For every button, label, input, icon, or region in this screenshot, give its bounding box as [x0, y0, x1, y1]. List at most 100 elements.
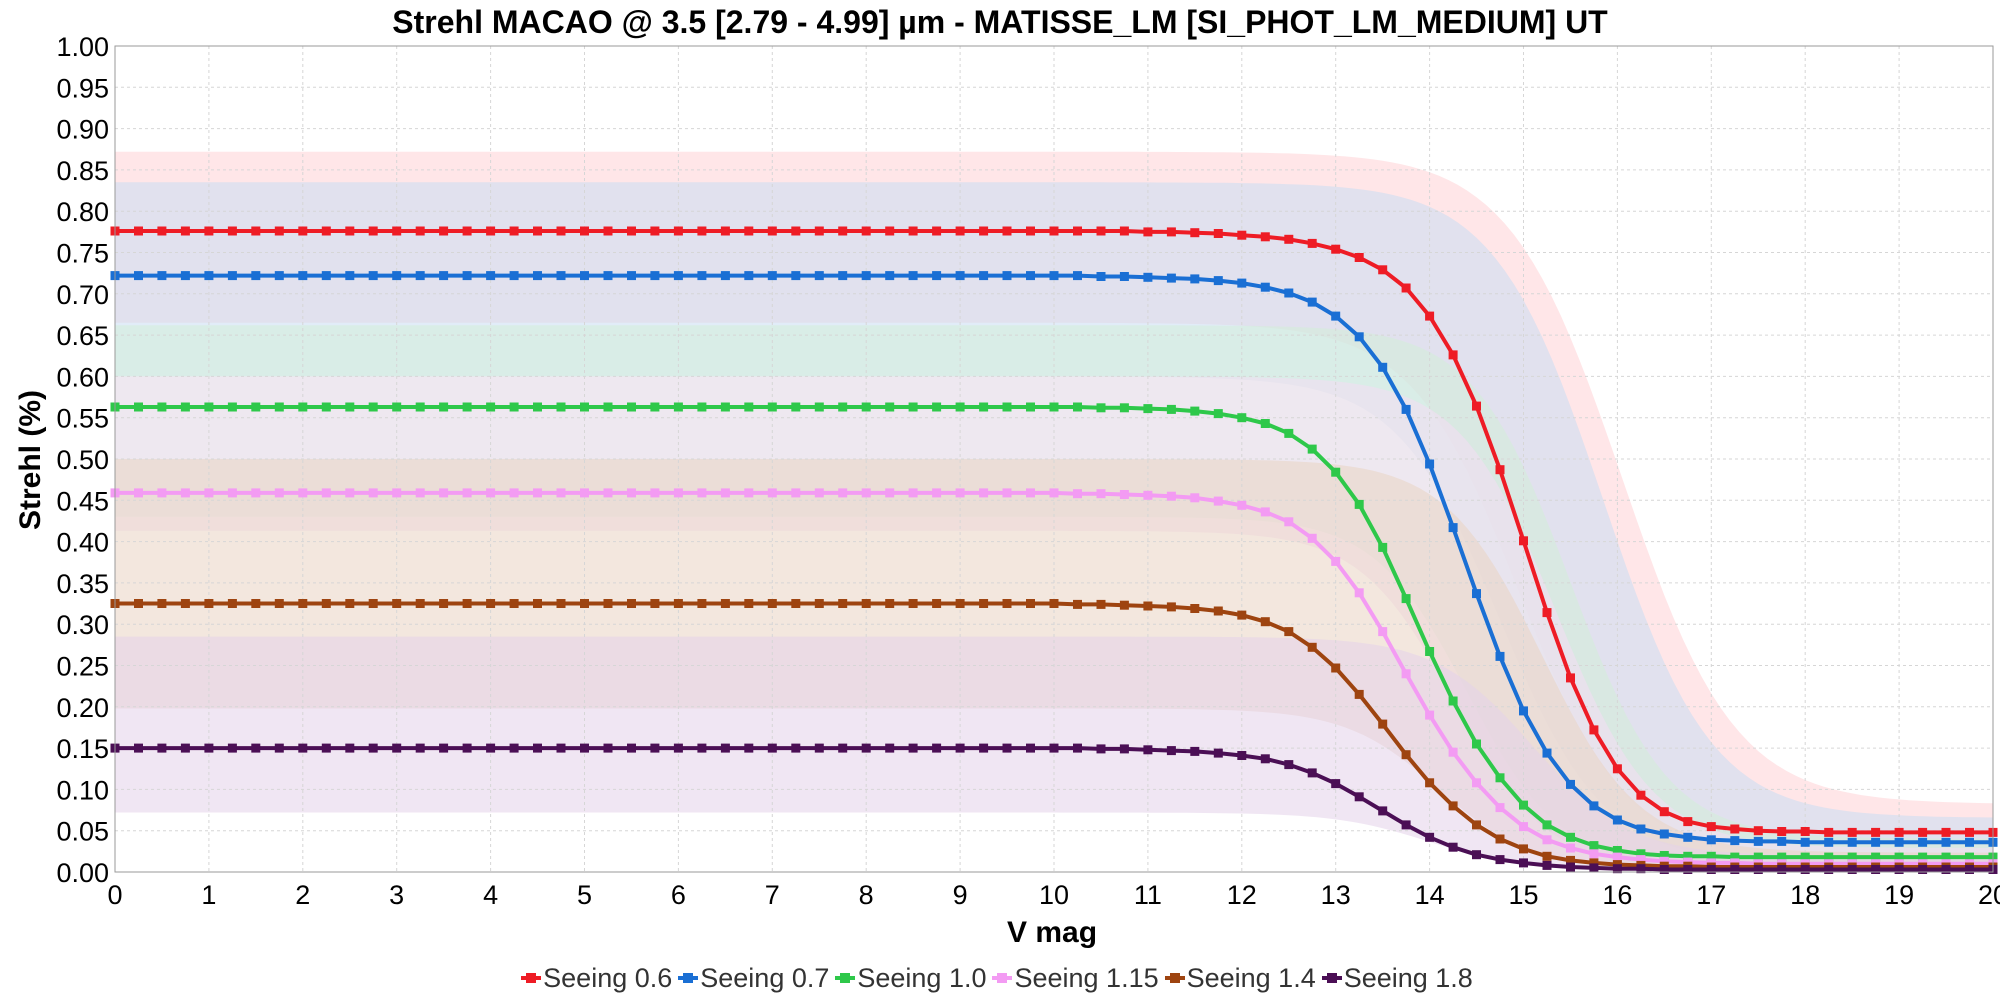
data-point: [1871, 865, 1881, 874]
data-point: [1800, 852, 1810, 862]
legend-item[interactable]: Seeing 1.8: [1321, 962, 1473, 994]
data-point: [486, 488, 496, 498]
data-point: [955, 402, 965, 412]
data-point: [1542, 748, 1552, 758]
data-point: [580, 226, 589, 236]
data-point: [1425, 459, 1435, 469]
data-point: [603, 402, 613, 412]
data-point: [1096, 599, 1106, 609]
data-point: [1119, 744, 1129, 754]
data-point: [1706, 851, 1716, 861]
y-tick-label: 0.55: [56, 404, 109, 434]
legend-label: Seeing 1.0: [857, 963, 987, 993]
data-point: [1519, 844, 1528, 854]
data-point: [650, 743, 660, 753]
data-point: [932, 599, 942, 608]
data-point: [580, 402, 589, 412]
data-point: [1448, 523, 1458, 533]
data-point: [1519, 800, 1528, 810]
data-point: [392, 743, 402, 753]
data-point: [321, 402, 331, 412]
data-point: [1730, 852, 1740, 862]
data-point: [1472, 778, 1481, 788]
x-tick-label: 19: [1884, 880, 1914, 910]
data-point: [1495, 773, 1505, 783]
data-point: [1683, 817, 1693, 827]
data-point: [1378, 542, 1388, 552]
data-point: [1519, 822, 1528, 832]
data-point: [932, 743, 942, 753]
data-point: [1753, 826, 1763, 836]
legend: Seeing 0.6 Seeing 0.7 Seeing 1.0 Seeing 1.1…: [0, 962, 2000, 994]
data-point: [556, 402, 566, 412]
legend-item[interactable]: Seeing 1.0: [835, 962, 986, 994]
data-point: [462, 599, 472, 608]
data-point: [1307, 768, 1317, 778]
data-point: [603, 271, 613, 281]
y-tick-label: 0.20: [56, 693, 109, 723]
data-point: [533, 488, 542, 498]
data-point: [1237, 500, 1247, 510]
data-point: [1260, 419, 1270, 428]
data-point: [1566, 855, 1575, 865]
legend-marker: [1169, 973, 1180, 983]
legend-item[interactable]: Seeing 1.15: [992, 962, 1159, 994]
data-point: [1542, 860, 1552, 870]
legend-item[interactable]: Seeing 0.7: [678, 962, 829, 994]
data-point: [321, 226, 331, 236]
data-point: [1636, 849, 1646, 859]
data-point: [1730, 865, 1740, 874]
plot-frame: [114, 45, 1994, 873]
data-point: [861, 271, 871, 281]
data-point: [1190, 746, 1200, 756]
data-point: [885, 743, 895, 753]
data-point: [1425, 311, 1435, 321]
y-tick-label: 0.60: [56, 362, 109, 392]
data-point: [368, 743, 378, 753]
data-point: [134, 743, 143, 753]
data-point: [134, 226, 143, 236]
data-point: [627, 488, 636, 498]
data-point: [298, 488, 308, 498]
data-point: [1800, 865, 1810, 874]
legend-item[interactable]: Seeing 0.6: [521, 962, 672, 994]
data-point: [227, 743, 237, 753]
data-point: [603, 488, 613, 498]
legend-swatch: [1164, 971, 1185, 985]
data-point: [1847, 827, 1857, 837]
data-point: [650, 226, 660, 236]
data-point: [1284, 428, 1294, 438]
data-point: [627, 271, 636, 281]
data-point: [1002, 488, 1012, 498]
data-point: [1190, 274, 1200, 284]
data-point: [1284, 234, 1294, 244]
data-point: [180, 402, 190, 412]
data-point: [603, 226, 613, 236]
data-point: [580, 743, 589, 753]
data-point: [1190, 228, 1200, 238]
legend-item[interactable]: Seeing 1.4: [1164, 962, 1316, 994]
data-point: [1472, 739, 1481, 749]
data-point: [1284, 288, 1294, 298]
data-point: [486, 226, 496, 236]
data-point: [1213, 748, 1223, 758]
x-tick-label: 18: [1790, 880, 1820, 910]
data-point: [767, 599, 777, 608]
data-point: [1237, 413, 1247, 423]
data-point: [1659, 851, 1669, 860]
x-tick-label: 15: [1508, 880, 1538, 910]
data-point: [1049, 402, 1059, 412]
data-point: [744, 743, 754, 753]
data-point: [885, 402, 895, 412]
data-point: [1002, 226, 1012, 236]
data-point: [345, 271, 355, 281]
legend-swatch: [1321, 971, 1342, 985]
data-point: [885, 271, 895, 281]
data-point: [368, 488, 378, 498]
legend-marker: [840, 973, 851, 983]
data-point: [1589, 858, 1599, 868]
data-point: [1049, 226, 1059, 236]
data-point: [415, 599, 425, 608]
data-point: [274, 599, 284, 608]
legend-label: Seeing 1.15: [1014, 963, 1159, 993]
